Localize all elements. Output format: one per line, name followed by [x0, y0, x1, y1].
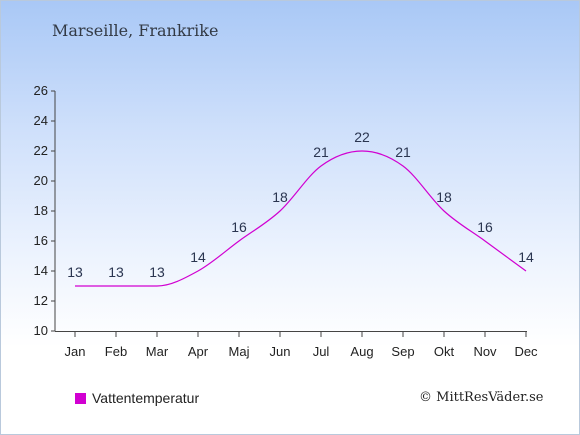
- y-tick-label: 26: [34, 83, 48, 98]
- data-label: 13: [67, 264, 83, 280]
- y-tick-label: 24: [34, 113, 48, 128]
- data-label: 21: [395, 144, 411, 160]
- copyright-text: © MittResVäder.se: [419, 390, 544, 405]
- data-label: 18: [436, 189, 452, 205]
- data-label: 16: [477, 219, 493, 235]
- x-tick-label: Jul: [313, 344, 330, 359]
- y-tick-label: 22: [34, 143, 48, 158]
- y-tick-label: 14: [34, 263, 48, 278]
- x-tick-label: Okt: [434, 344, 455, 359]
- y-tick-label: 12: [34, 293, 48, 308]
- x-tick-label: Jan: [65, 344, 86, 359]
- y-tick-label: 18: [34, 203, 48, 218]
- y-tick-label: 10: [34, 323, 48, 338]
- location-title: Marseille, Frankrike: [52, 21, 219, 40]
- data-label: 21: [313, 144, 329, 160]
- x-tick-label: Apr: [188, 344, 209, 359]
- x-tick-label: Maj: [229, 344, 250, 359]
- x-tick-label: Feb: [105, 344, 127, 359]
- series-line-vattentemperatur: [75, 150, 527, 287]
- data-label: 16: [231, 219, 247, 235]
- y-tick-label: 20: [34, 173, 48, 188]
- legend-swatch: [75, 392, 86, 404]
- x-tick-label: Sep: [391, 344, 414, 359]
- x-tick-label: Mar: [146, 344, 169, 359]
- y-tick-label: 16: [34, 233, 48, 248]
- legend-label: Vattentemperatur: [92, 390, 200, 406]
- data-label: 13: [108, 264, 124, 280]
- data-label: 22: [354, 129, 370, 145]
- x-tick-label: Dec: [514, 344, 538, 359]
- x-tick-label: Jun: [270, 344, 291, 359]
- data-label: 13: [149, 264, 165, 280]
- data-label: 18: [272, 189, 288, 205]
- x-tick-label: Aug: [350, 344, 373, 359]
- legend: Vattentemperatur: [75, 390, 199, 406]
- data-label: 14: [190, 249, 206, 265]
- x-tick-label: Nov: [473, 344, 497, 359]
- data-label: 14: [518, 249, 534, 265]
